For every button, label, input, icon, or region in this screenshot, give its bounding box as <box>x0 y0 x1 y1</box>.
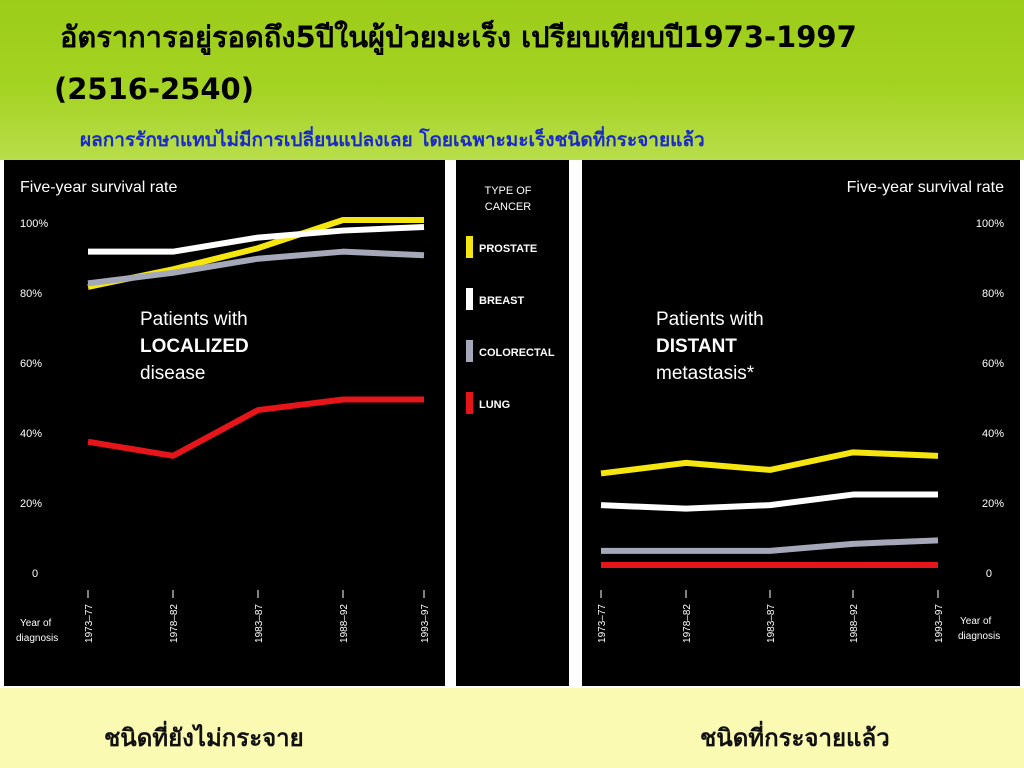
y-tick-label: 40% <box>20 428 42 440</box>
left-panel-label-line3: disease <box>140 363 206 384</box>
left-x-axis: 1973–77 1978–82 1983–87 1988–92 1993–97 <box>84 590 431 643</box>
y-tick-label: 40% <box>982 428 1004 440</box>
x-tick-label: 1993–97 <box>420 604 431 643</box>
series-line-prostate <box>600 449 939 477</box>
y-tick-label: 20% <box>20 498 42 510</box>
legend-label-breast: BREAST <box>479 295 525 307</box>
caption-localized: ชนิดที่ยังไม่กระจาย <box>104 723 304 752</box>
cancer-type-legend: TYPE OF CANCER PROSTATE BREAST COLORECTAL L… <box>466 185 555 414</box>
right-xlabel-line2: diagnosis <box>958 631 1000 642</box>
caption-distant: ชนิดที่กระจายแล้ว <box>700 723 890 752</box>
y-tick-label: 80% <box>20 288 42 300</box>
right-chart-panel <box>582 160 1020 686</box>
slide-subtitle: ผลการรักษาแทบไม่มีการเปลี่ยนแปลงเลย โดยเ… <box>80 129 705 151</box>
y-tick-label: 100% <box>976 218 1004 230</box>
legend-title-line1: TYPE OF <box>484 185 531 197</box>
legend-title-line2: CANCER <box>485 201 532 213</box>
x-tick-label: 1973–77 <box>597 604 608 643</box>
left-y-axis: 100% 80% 60% 40% 20% 0 <box>20 218 48 580</box>
left-chart-title: Five-year survival rate <box>20 179 177 196</box>
y-tick-label: 0 <box>986 568 992 580</box>
series-line-breast <box>88 224 425 255</box>
right-series-lines <box>600 449 939 568</box>
legend-items: PROSTATE BREAST COLORECTAL LUNG <box>466 236 555 414</box>
right-y-axis: 100% 80% 60% 40% 20% 0 <box>976 218 1004 580</box>
x-tick-label: 1978–82 <box>682 604 693 643</box>
x-tick-label: 1988–92 <box>849 604 860 643</box>
left-chart-panel <box>4 160 445 686</box>
left-xlabel-line2: diagnosis <box>16 633 58 644</box>
right-xlabel-line1: Year of <box>960 616 992 627</box>
y-tick-label: 0 <box>32 568 38 580</box>
y-tick-label: 60% <box>982 358 1004 370</box>
header-band <box>0 0 1024 160</box>
series-line-lung <box>87 396 424 459</box>
series-line-colorectal <box>601 537 939 554</box>
legend-label-colorectal: COLORECTAL <box>479 347 555 359</box>
slide-title-line2: (2516-2540) <box>54 72 254 106</box>
legend-label-lung: LUNG <box>479 399 510 411</box>
legend-swatch-lung <box>466 392 473 414</box>
right-panel-label-line1: Patients with <box>656 309 764 330</box>
legend-swatch-colorectal <box>466 340 473 362</box>
x-tick-label: 1983–87 <box>254 604 265 643</box>
x-tick-label: 1973–77 <box>84 604 95 643</box>
distant-chart: Five-year survival rate 100% 80% 60% 40%… <box>597 179 1004 643</box>
slide-title-line1: อัตราการอยู่รอดถึง5ปีในผู้ป่วยมะเร็ง เปร… <box>60 20 857 54</box>
localized-chart: Five-year survival rate 100% 80% 60% 40%… <box>16 179 431 644</box>
left-xlabel-line1: Year of <box>20 618 52 629</box>
y-tick-label: 100% <box>20 218 48 230</box>
series-line-breast <box>600 491 938 512</box>
right-panel-label-line2: DISTANT <box>656 336 737 357</box>
caption-band <box>0 688 1024 768</box>
legend-swatch-breast <box>466 288 473 310</box>
legend-panel <box>456 160 569 686</box>
x-tick-label: 1978–82 <box>169 604 180 643</box>
left-panel-label-line1: Patients with <box>140 309 248 330</box>
right-x-axis: 1973–77 1978–82 1983–87 1988–92 1993–97 <box>597 590 945 643</box>
x-tick-label: 1993–97 <box>934 604 945 643</box>
y-tick-label: 20% <box>982 498 1004 510</box>
x-tick-label: 1983–87 <box>766 604 777 643</box>
right-panel-label-line3: metastasis* <box>656 363 755 384</box>
y-tick-label: 60% <box>20 358 42 370</box>
left-panel-label-line2: LOCALIZED <box>140 336 249 357</box>
x-tick-label: 1988–92 <box>339 604 350 643</box>
right-chart-title: Five-year survival rate <box>847 179 1004 196</box>
y-tick-label: 80% <box>982 288 1004 300</box>
legend-label-prostate: PROSTATE <box>479 243 537 255</box>
left-series-lines <box>87 217 425 459</box>
legend-swatch-prostate <box>466 236 473 258</box>
series-line-colorectal <box>87 248 425 287</box>
